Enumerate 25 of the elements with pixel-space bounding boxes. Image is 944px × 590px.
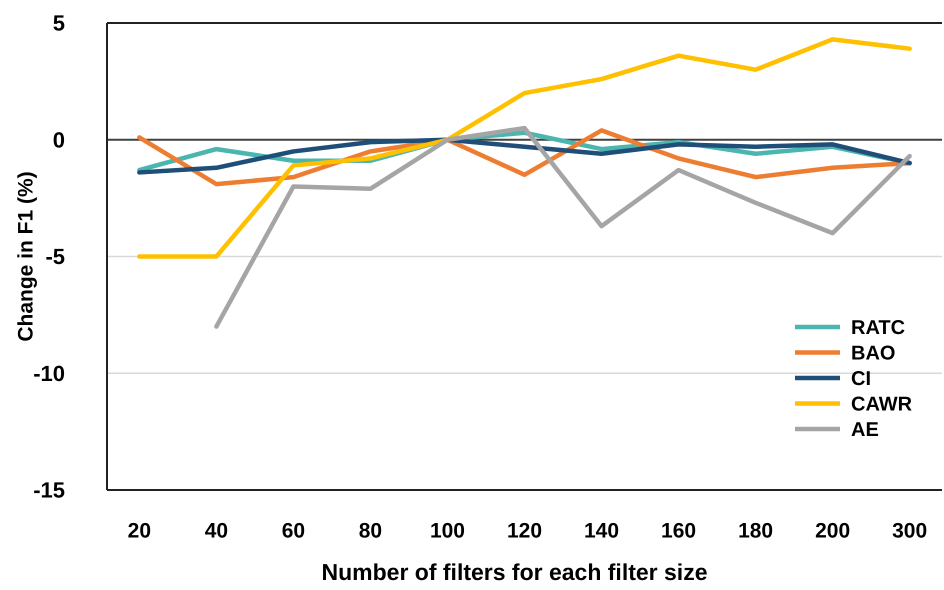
x-tick-label: 60: [282, 519, 306, 542]
x-axis-title: Number of filters for each filter size: [322, 559, 708, 585]
x-tick-label: 80: [358, 519, 382, 542]
line-series: [137, 138, 912, 175]
y-axis-title: Change in F1 (%): [14, 171, 38, 342]
x-tick-label: 40: [204, 519, 228, 542]
y-tick-label: 5: [52, 10, 65, 36]
x-tick-label: 200: [815, 519, 850, 542]
legend-label: AE: [851, 419, 879, 441]
legend-label: CI: [851, 368, 871, 390]
y-tick-label: 0: [52, 127, 65, 152]
x-tick-label: 140: [584, 519, 620, 542]
x-tick-label: 100: [430, 519, 465, 542]
x-tick-label: 20: [128, 519, 152, 542]
x-tick-label: 160: [661, 519, 696, 542]
y-tick-label: -5: [45, 244, 65, 270]
x-tick-label: 300: [892, 519, 928, 542]
x-tick-label: 120: [506, 519, 542, 542]
legend-label: RATC: [851, 317, 906, 339]
legend-label: CAWR: [851, 394, 913, 416]
line-series: [137, 37, 912, 259]
legend-label: BAO: [851, 342, 896, 364]
y-tick-label: -10: [33, 360, 65, 386]
x-tick-label: 180: [738, 519, 774, 542]
y-tick-label: -15: [33, 478, 65, 503]
